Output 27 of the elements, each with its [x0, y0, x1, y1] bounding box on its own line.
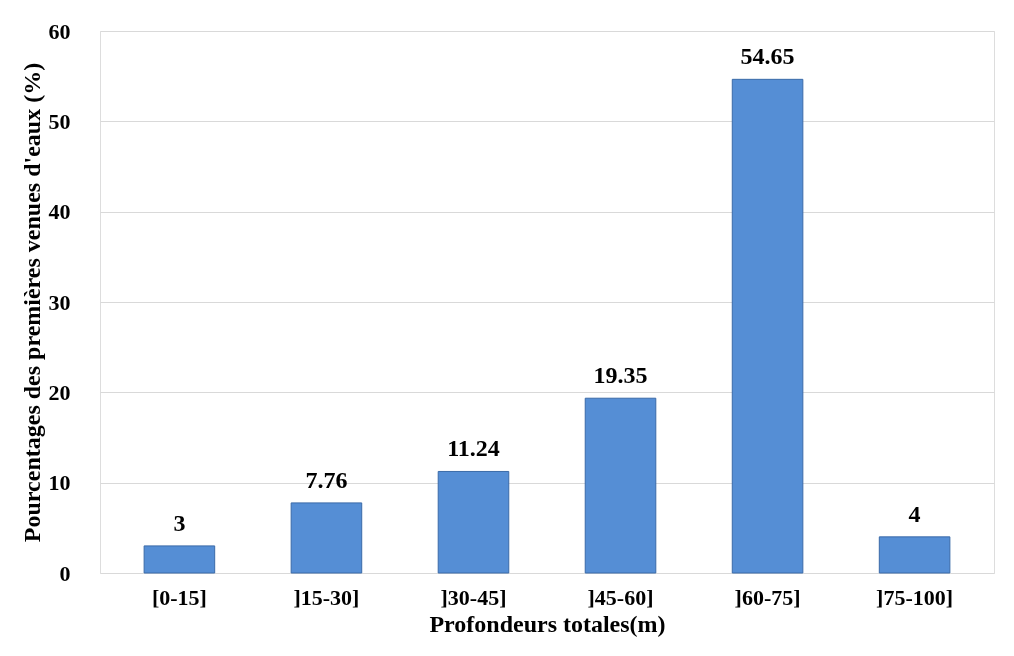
bar: [878, 536, 951, 574]
y-tick-label: 20: [48, 379, 71, 405]
y-tick-label: 40: [48, 199, 71, 225]
data-label: 4: [908, 500, 921, 527]
bar: [290, 502, 363, 574]
y-tick-label: 60: [48, 18, 71, 44]
data-label: 3: [173, 509, 186, 536]
data-label: 11.24: [447, 435, 500, 462]
y-axis-title: Pourcentages des premières venues d'eaux (%): [18, 62, 45, 543]
x-tick-label: ]45-60]: [587, 584, 654, 610]
bar: [731, 78, 804, 574]
data-label: 54.65: [740, 43, 795, 70]
y-tick-label: 50: [48, 108, 71, 134]
x-tick-label: [0-15]: [151, 584, 207, 610]
bar: [437, 470, 510, 574]
bar: [584, 397, 657, 574]
y-tick-label: 0: [59, 560, 71, 586]
x-tick-label: ]75-100]: [876, 584, 954, 610]
x-tick-label: ]15-30]: [293, 584, 360, 610]
data-label: 19.35: [593, 362, 648, 389]
y-tick-label: 10: [48, 470, 71, 496]
y-tick-label: 30: [48, 289, 71, 315]
bar: [143, 545, 216, 574]
x-axis-title: Profondeurs totales(m): [429, 610, 666, 637]
data-label: 7.76: [305, 466, 348, 493]
x-tick-label: ]30-45]: [440, 584, 507, 610]
x-tick-label: ]60-75]: [734, 584, 801, 610]
